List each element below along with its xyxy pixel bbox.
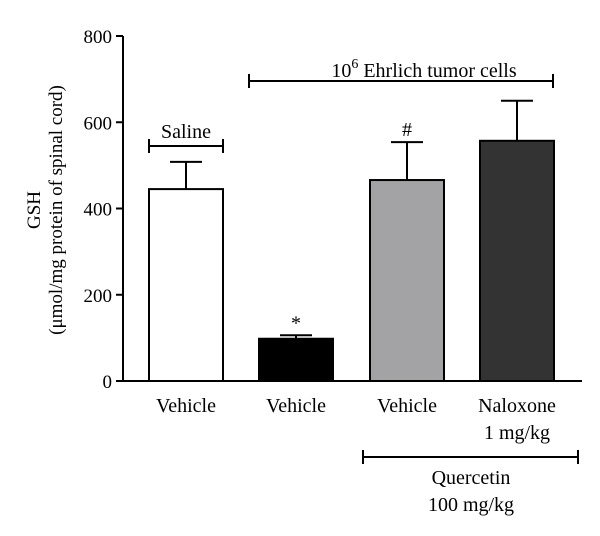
y-tick-label: 400 bbox=[84, 200, 113, 221]
tumor-exponent: 6 bbox=[351, 57, 358, 72]
saline-label: Saline bbox=[161, 121, 211, 143]
tumor-rest: Ehrlich tumor cells bbox=[358, 60, 517, 82]
category-labels: Vehicle Vehicle Vehicle Naloxone 1 mg/kg bbox=[156, 395, 556, 444]
bars: *# bbox=[148, 99, 555, 382]
category-label: Naloxone bbox=[478, 395, 556, 417]
y-axis: 0 200 400 600 800 bbox=[84, 27, 124, 393]
y-axis-title-line1: GSH bbox=[24, 191, 45, 229]
bar bbox=[148, 188, 224, 382]
bar bbox=[479, 139, 555, 382]
bar-group: * bbox=[258, 312, 334, 382]
tumor-cells-label: 106 Ehrlich tumor cells bbox=[331, 57, 517, 82]
category-label: Vehicle bbox=[266, 395, 326, 417]
bar bbox=[258, 337, 334, 382]
y-tick-label: 600 bbox=[84, 113, 113, 134]
y-tick-label: 200 bbox=[84, 286, 113, 307]
category-label: Vehicle bbox=[156, 395, 216, 417]
tumor-base: 10 bbox=[331, 60, 351, 82]
category-label: Vehicle bbox=[377, 395, 437, 417]
significance-marker: # bbox=[402, 119, 412, 141]
y-tick-label: 0 bbox=[103, 372, 113, 393]
significance-marker: * bbox=[291, 312, 301, 334]
category-sublabel: 1 mg/kg bbox=[484, 422, 550, 444]
y-tick-label: 800 bbox=[84, 27, 113, 48]
quercetin-label: Quercetin bbox=[432, 467, 511, 489]
bar-group bbox=[479, 99, 555, 382]
quercetin-dose-label: 100 mg/kg bbox=[428, 494, 514, 516]
annotations: Saline 106 Ehrlich tumor cells Quercetin… bbox=[148, 57, 579, 516]
y-axis-title-line2: (μmol/mg protein of spinal cord) bbox=[46, 85, 67, 335]
bar bbox=[369, 179, 445, 382]
bar-group: # bbox=[369, 119, 445, 382]
y-axis-title: GSH (μmol/mg protein of spinal cord) bbox=[24, 85, 67, 335]
bar-group bbox=[148, 160, 224, 382]
